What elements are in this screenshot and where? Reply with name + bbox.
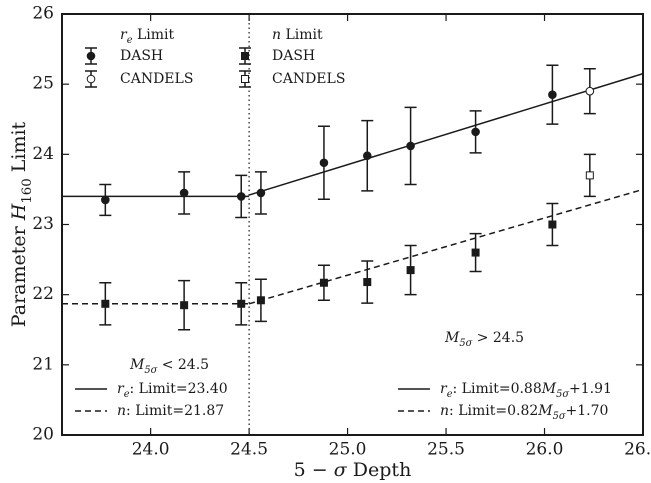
- fit-legend-label: n: Limit=21.87: [117, 403, 224, 419]
- marker: [471, 248, 480, 257]
- legend-title: re Limit: [120, 27, 174, 46]
- y-axis-label: Parameter H160 Limit: [8, 121, 35, 327]
- legend-marker: [241, 75, 249, 83]
- marker: [362, 151, 372, 161]
- y-tick-label: 22: [32, 284, 54, 304]
- text-part: : Limit=23.40: [130, 381, 228, 397]
- text-part: n: [117, 403, 126, 419]
- text-part: r: [440, 381, 448, 397]
- legend-label: CANDELS: [120, 71, 193, 87]
- x-tick-label: 26.5: [624, 440, 651, 460]
- text-part: H: [8, 203, 30, 221]
- legend-marker: [86, 51, 96, 61]
- fit-legend-label: re: Limit=23.40: [117, 381, 228, 400]
- y-tick-label: 26: [32, 4, 54, 24]
- x-tick-label: 26.0: [526, 440, 564, 460]
- marker: [101, 195, 110, 205]
- text-part: Limit: [8, 121, 30, 178]
- marker: [471, 127, 480, 137]
- marker: [585, 86, 595, 96]
- marker: [236, 192, 246, 201]
- text-part: < 24.5: [157, 357, 209, 373]
- y-tick-label: 24: [32, 144, 54, 164]
- fit-legend-label: re: Limit=0.88M5σ+1.91: [440, 381, 612, 400]
- text-part: 5σ: [556, 389, 569, 400]
- marker: [237, 299, 246, 308]
- text-part: −: [306, 459, 334, 481]
- marker: [548, 220, 557, 229]
- text-part: M: [129, 357, 145, 373]
- text-part: +1.70: [566, 403, 609, 419]
- marker: [319, 158, 329, 168]
- fit-line: [248, 72, 644, 196]
- y-tick-label: 23: [32, 214, 54, 234]
- text-part: e: [127, 35, 133, 46]
- marker: [406, 266, 415, 275]
- fit-line: [248, 188, 644, 305]
- text-part: M: [444, 330, 460, 346]
- text-part: M: [541, 381, 557, 397]
- x-tick-label: 24.0: [132, 440, 170, 460]
- text-part: > 24.5: [472, 330, 524, 346]
- marker: [585, 171, 594, 180]
- text-part: r: [117, 381, 125, 397]
- x-tick-label: 25.5: [427, 440, 465, 460]
- marker: [256, 296, 265, 305]
- text-part: 5: [294, 459, 306, 481]
- text-part: Limit: [281, 27, 323, 43]
- x-tick-label: 25.0: [329, 440, 367, 460]
- text-part: e: [124, 389, 130, 400]
- marker: [101, 299, 110, 308]
- legend-marker: [241, 52, 249, 60]
- legend-label: DASH: [272, 48, 315, 64]
- marker: [256, 188, 266, 198]
- text-part: n: [272, 27, 281, 43]
- marker: [180, 301, 189, 310]
- text-part: n: [440, 403, 449, 419]
- text-part: Depth: [347, 459, 412, 481]
- y-tick-label: 21: [32, 354, 54, 374]
- marker: [319, 278, 328, 287]
- marker: [406, 141, 415, 151]
- x-tick-label: 24.5: [230, 440, 268, 460]
- marker: [363, 278, 372, 287]
- text-part: +1.91: [569, 381, 612, 397]
- text-part: 5σ: [553, 411, 566, 422]
- text-part: 160: [20, 178, 35, 203]
- legend-label: CANDELS: [272, 71, 345, 87]
- y-tick-label: 20: [32, 425, 54, 445]
- text-part: : Limit=21.87: [126, 403, 224, 419]
- marker: [179, 188, 189, 198]
- x-axis-label: 5 − σ Depth: [294, 459, 412, 481]
- fit-legend-label: n: Limit=0.82M5σ+1.70: [440, 403, 608, 422]
- text-part: σ: [334, 459, 348, 481]
- text-part: 5σ: [144, 365, 157, 376]
- legend-marker: [86, 74, 96, 84]
- text-part: 5σ: [459, 338, 472, 349]
- legend-title: n Limit: [272, 27, 323, 43]
- text-part: M: [537, 403, 553, 419]
- legend-label: DASH: [120, 48, 163, 64]
- fit-legend-title: M5σ > 24.5: [444, 330, 524, 349]
- y-tick-label: 25: [32, 74, 54, 94]
- text-part: e: [447, 389, 453, 400]
- marker: [548, 90, 557, 99]
- text-part: Parameter: [8, 220, 30, 327]
- text-part: : Limit=0.88: [453, 381, 542, 397]
- text-part: Limit: [133, 27, 175, 43]
- text-part: : Limit=0.82: [449, 403, 538, 419]
- fit-legend-title: M5σ < 24.5: [129, 357, 209, 376]
- text-part: r: [120, 27, 128, 43]
